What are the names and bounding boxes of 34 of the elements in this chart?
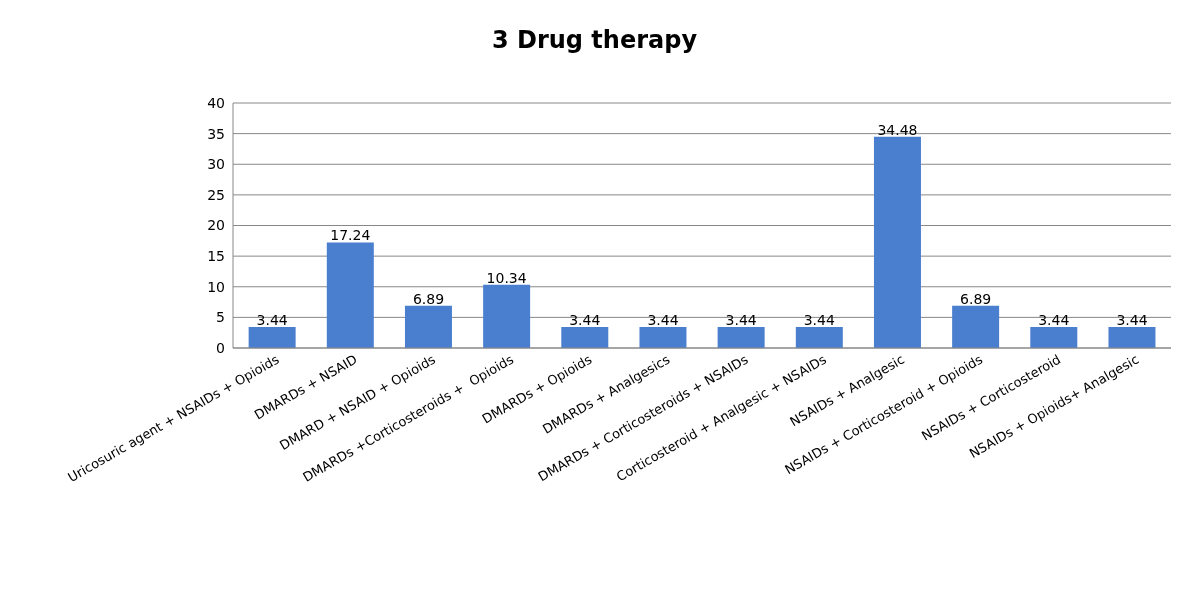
data-label: 6.89 (412, 290, 445, 307)
y-tick-label: 35 (207, 125, 225, 142)
y-tick-label: 25 (207, 186, 225, 203)
y-tick-label: 40 (207, 94, 225, 111)
data-label: 6.89 (960, 290, 992, 307)
bar (795, 326, 843, 348)
y-tick-label: 0 (216, 339, 225, 356)
data-label: 3.44 (1116, 311, 1148, 328)
data-label: 3.44 (725, 311, 757, 328)
bar (326, 242, 374, 348)
bar (404, 305, 452, 348)
bar (483, 284, 531, 348)
bar (248, 326, 296, 348)
data-label: 34.48 (877, 121, 918, 138)
bar (561, 326, 609, 348)
bar (1108, 326, 1156, 348)
data-label: 3.44 (256, 311, 288, 328)
y-tick-label: 5 (216, 309, 225, 326)
data-label: 17.24 (330, 227, 371, 244)
y-tick-label: 30 (207, 156, 225, 173)
bar (873, 136, 921, 348)
y-tick-label: 20 (207, 217, 225, 234)
bar (1030, 326, 1078, 348)
y-tick-label: 10 (207, 278, 225, 295)
data-label: 3.44 (647, 311, 679, 328)
data-label: 10.34 (486, 269, 527, 286)
data-label: 3.44 (1038, 311, 1070, 328)
bar (717, 326, 765, 348)
data-label: 3.44 (803, 311, 835, 328)
bar (639, 326, 687, 348)
y-tick-label: 15 (207, 248, 225, 265)
data-label: 3.44 (569, 311, 601, 328)
bar (952, 305, 1000, 348)
chart-title: 3 Drug therapy (490, 25, 699, 56)
